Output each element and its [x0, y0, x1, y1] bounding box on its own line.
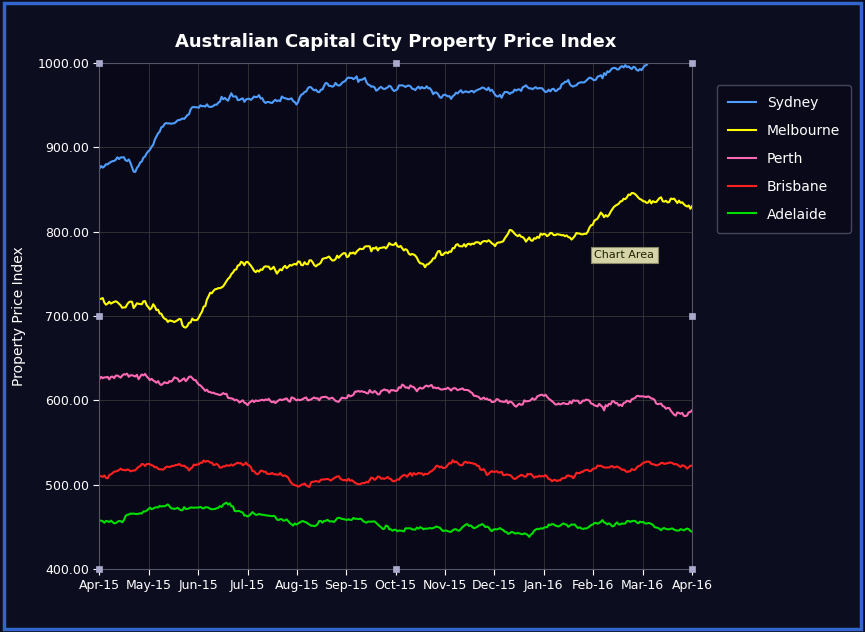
Sydney — [130, 168, 140, 176]
Line: Adelaide: Adelaide — [99, 502, 692, 537]
Sydney — [221, 95, 232, 103]
Adelaide — [94, 517, 105, 525]
Melbourne — [336, 252, 346, 260]
Adelaide — [606, 521, 616, 528]
Sydney — [683, 44, 694, 52]
Adelaide — [221, 499, 232, 506]
Sydney — [687, 47, 697, 54]
Melbourne — [181, 324, 191, 331]
Brisbane — [336, 475, 346, 483]
Adelaide — [663, 525, 673, 533]
Adelaide — [259, 511, 269, 519]
Brisbane — [94, 472, 105, 480]
Brisbane — [663, 459, 673, 467]
Melbourne — [94, 295, 105, 303]
Perth — [680, 412, 690, 420]
Sydney — [661, 47, 671, 55]
Title: Australian Capital City Property Price Index: Australian Capital City Property Price I… — [175, 32, 617, 51]
Sydney — [94, 165, 105, 173]
Line: Sydney: Sydney — [99, 48, 692, 172]
Adelaide — [336, 514, 346, 522]
Brisbane — [606, 463, 616, 470]
Melbourne — [259, 264, 269, 271]
Legend: Sydney, Melbourne, Perth, Brisbane, Adelaide: Sydney, Melbourne, Perth, Brisbane, Adel… — [717, 85, 851, 233]
Melbourne — [332, 252, 343, 260]
Sydney — [336, 81, 346, 88]
Perth — [661, 405, 671, 413]
Brisbane — [447, 456, 458, 464]
Melbourne — [687, 202, 697, 210]
Y-axis label: Property Price Index: Property Price Index — [12, 246, 26, 386]
Text: Chart Area: Chart Area — [594, 250, 654, 260]
Sydney — [259, 98, 269, 106]
Brisbane — [304, 483, 315, 490]
Perth — [122, 370, 132, 377]
Sydney — [604, 68, 614, 76]
Line: Perth: Perth — [99, 374, 692, 416]
Brisbane — [220, 463, 230, 470]
Adelaide — [332, 514, 343, 522]
Brisbane — [687, 462, 697, 470]
Brisbane — [332, 473, 343, 480]
Adelaide — [524, 533, 535, 540]
Perth — [336, 396, 346, 403]
Perth — [221, 390, 232, 398]
Perth — [94, 375, 105, 383]
Sydney — [332, 81, 343, 88]
Melbourne — [663, 198, 673, 206]
Perth — [687, 406, 697, 414]
Melbourne — [221, 277, 232, 285]
Perth — [332, 398, 343, 405]
Perth — [604, 400, 614, 408]
Brisbane — [257, 467, 267, 475]
Melbourne — [604, 211, 614, 219]
Line: Melbourne: Melbourne — [99, 193, 692, 327]
Line: Brisbane: Brisbane — [99, 460, 692, 487]
Adelaide — [687, 528, 697, 535]
Adelaide — [220, 500, 230, 507]
Perth — [259, 397, 269, 404]
Melbourne — [626, 189, 637, 197]
